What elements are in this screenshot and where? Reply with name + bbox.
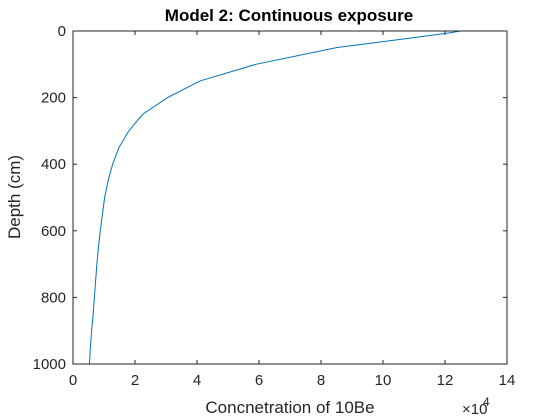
plot-lines	[88, 30, 461, 365]
y-tick-label: 600	[41, 223, 66, 240]
x-axis-ticks: 0 2 4 6 8 10 12 14	[69, 31, 516, 389]
x-axis-exponent-base: ×10	[462, 401, 487, 418]
x-tick-label: 0	[69, 372, 77, 389]
y-tick-label: 0	[58, 23, 66, 40]
x-tick-label: 2	[131, 372, 139, 389]
y-tick-label: 1000	[33, 356, 66, 373]
x-tick-label: 14	[499, 372, 516, 389]
x-axis-exponent-power: 4	[483, 395, 490, 409]
x-tick-label: 6	[255, 372, 263, 389]
series-line	[88, 30, 461, 365]
y-axis-label: Depth (cm)	[5, 155, 24, 239]
plot-frame	[72, 30, 508, 365]
x-tick-label: 8	[317, 372, 325, 389]
x-axis-label: Concnetration of 10Be	[205, 398, 374, 417]
x-tick-label: 12	[437, 372, 454, 389]
y-tick-label: 800	[41, 289, 66, 306]
y-tick-label: 400	[41, 156, 66, 173]
y-tick-label: 200	[41, 90, 66, 107]
chart-title: Model 2: Continuous exposure	[165, 6, 413, 25]
x-tick-label: 10	[375, 372, 392, 389]
x-tick-label: 4	[193, 372, 201, 389]
